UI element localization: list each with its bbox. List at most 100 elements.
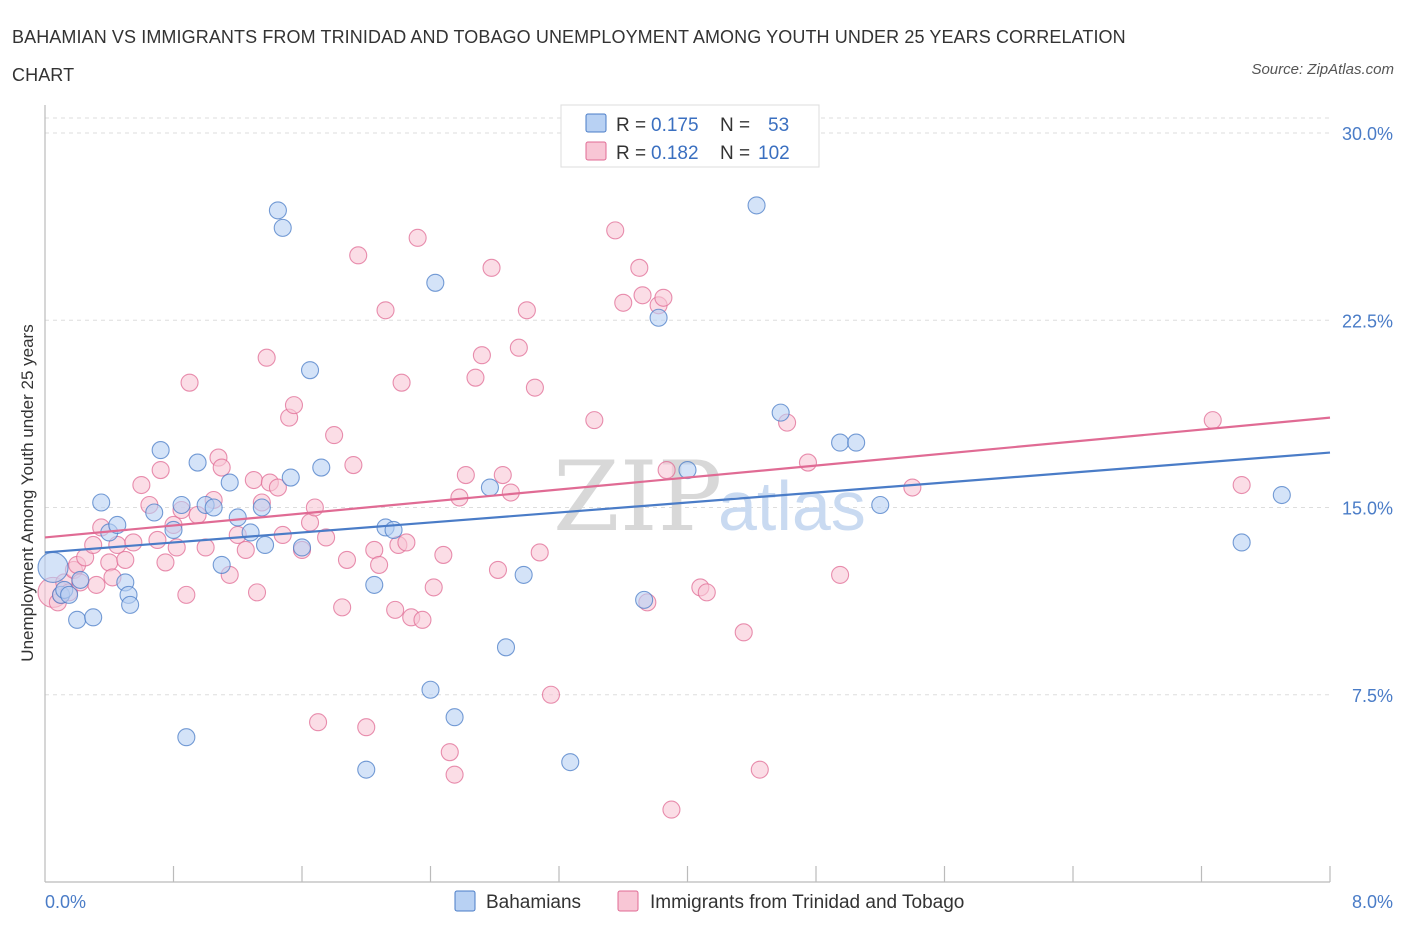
point-trinidad (325, 426, 344, 445)
point-trinidad (365, 540, 384, 559)
point-trinidad (662, 800, 681, 819)
point-trinidad (734, 623, 753, 642)
y-axis-label: Unemployment Among Youth under 25 years (18, 324, 37, 661)
watermark: ZIP atlas (553, 441, 866, 553)
point-trinidad (309, 713, 328, 732)
point-trinidad (397, 533, 416, 552)
point-trinidad (257, 348, 276, 367)
point-trinidad (100, 553, 119, 572)
source-label: Source: ZipAtlas.com (1251, 61, 1394, 78)
series-bahamians-points (37, 196, 1291, 779)
y-tick-label: 22.5% (1342, 311, 1393, 331)
bottom-legend-label-bahamians: Bahamians (486, 892, 581, 913)
point-trinidad (750, 760, 769, 779)
trend-line-bahamians (44, 451, 1331, 554)
point-trinidad (337, 550, 357, 569)
point-bahamians (212, 555, 231, 574)
point-trinidad (633, 286, 652, 305)
point-trinidad (116, 550, 135, 569)
point-trinidad (268, 478, 287, 497)
point-bahamians (172, 495, 191, 515)
legend-n-label-trinidad: N = (720, 143, 750, 164)
legend: R = 0.175 N = 53 R = 0.182 N = 102 (560, 104, 820, 168)
point-bahamians (92, 493, 111, 512)
point-trinidad (482, 258, 501, 277)
point-trinidad (456, 465, 475, 485)
legend-r-value-bahamians: 0.175 (651, 115, 699, 136)
x-tick-label-max: 8.0% (1352, 892, 1393, 912)
point-trinidad (525, 378, 544, 397)
point-trinidad (212, 458, 231, 477)
point-trinidad (386, 600, 405, 619)
point-bahamians (871, 495, 890, 515)
point-trinidad (357, 718, 376, 737)
point-bahamians (496, 638, 516, 657)
legend-swatch-bahamians (585, 113, 607, 133)
point-bahamians (281, 468, 300, 487)
point-trinidad (413, 610, 432, 629)
legend-n-value-bahamians: 53 (768, 115, 789, 136)
x-ticks (172, 866, 1331, 882)
y-tick-label: 15.0% (1342, 499, 1393, 519)
point-bahamians (60, 585, 79, 604)
point-bahamians (151, 441, 170, 460)
point-bahamians (84, 608, 103, 627)
point-trinidad (180, 373, 199, 392)
point-bahamians (445, 708, 464, 727)
point-bahamians (831, 433, 850, 452)
point-bahamians (421, 680, 440, 699)
grid-lines (45, 117, 1330, 696)
point-trinidad (493, 465, 512, 485)
point-trinidad (300, 513, 320, 532)
point-trinidad (124, 533, 143, 552)
point-trinidad (488, 560, 508, 579)
watermark-atlas: atlas (718, 467, 866, 545)
point-trinidad (370, 555, 389, 574)
point-trinidad (236, 540, 255, 559)
point-trinidad (84, 535, 103, 555)
point-bahamians (480, 478, 499, 497)
point-bahamians (228, 508, 247, 527)
point-bahamians (365, 575, 384, 594)
point-bahamians (747, 196, 766, 215)
point-bahamians (241, 523, 260, 542)
point-bahamians (71, 570, 90, 589)
point-trinidad (1232, 475, 1251, 495)
point-bahamians (204, 498, 223, 517)
point-trinidad (1203, 411, 1222, 430)
point-bahamians (292, 538, 312, 557)
point-trinidad (333, 598, 352, 617)
point-trinidad (244, 470, 263, 490)
point-bahamians (37, 551, 69, 583)
point-bahamians (1272, 485, 1291, 505)
watermark-zip: ZIP (553, 441, 722, 553)
point-trinidad (376, 301, 395, 320)
point-trinidad (177, 585, 196, 604)
point-trinidad (466, 368, 485, 387)
point-trinidad (434, 545, 453, 564)
point-bahamians (68, 610, 87, 629)
point-trinidad (284, 396, 304, 415)
point-bahamians (357, 760, 376, 779)
point-trinidad (517, 301, 536, 320)
point-bahamians (561, 753, 580, 772)
point-trinidad (440, 743, 459, 762)
point-bahamians (273, 218, 292, 237)
legend-r-value-trinidad: 0.182 (651, 143, 699, 164)
trend-line-trinidad (44, 416, 1331, 539)
point-trinidad (541, 685, 561, 704)
point-bahamians (649, 308, 668, 327)
bottom-legend-swatch-trinidad (617, 890, 639, 912)
point-bahamians (426, 273, 445, 292)
chart-title: BAHAMIAN VS IMMIGRANTS FROM TRINIDAD AND… (12, 27, 1126, 85)
point-trinidad (392, 373, 411, 392)
point-bahamians (312, 458, 331, 477)
point-trinidad (530, 543, 549, 562)
point-trinidad (697, 583, 716, 602)
point-trinidad (606, 221, 625, 240)
point-bahamians (252, 498, 271, 517)
trend-lines (44, 416, 1331, 554)
point-bahamians (177, 728, 196, 747)
legend-r-label-trinidad: R = (616, 143, 646, 164)
point-trinidad (654, 288, 673, 307)
